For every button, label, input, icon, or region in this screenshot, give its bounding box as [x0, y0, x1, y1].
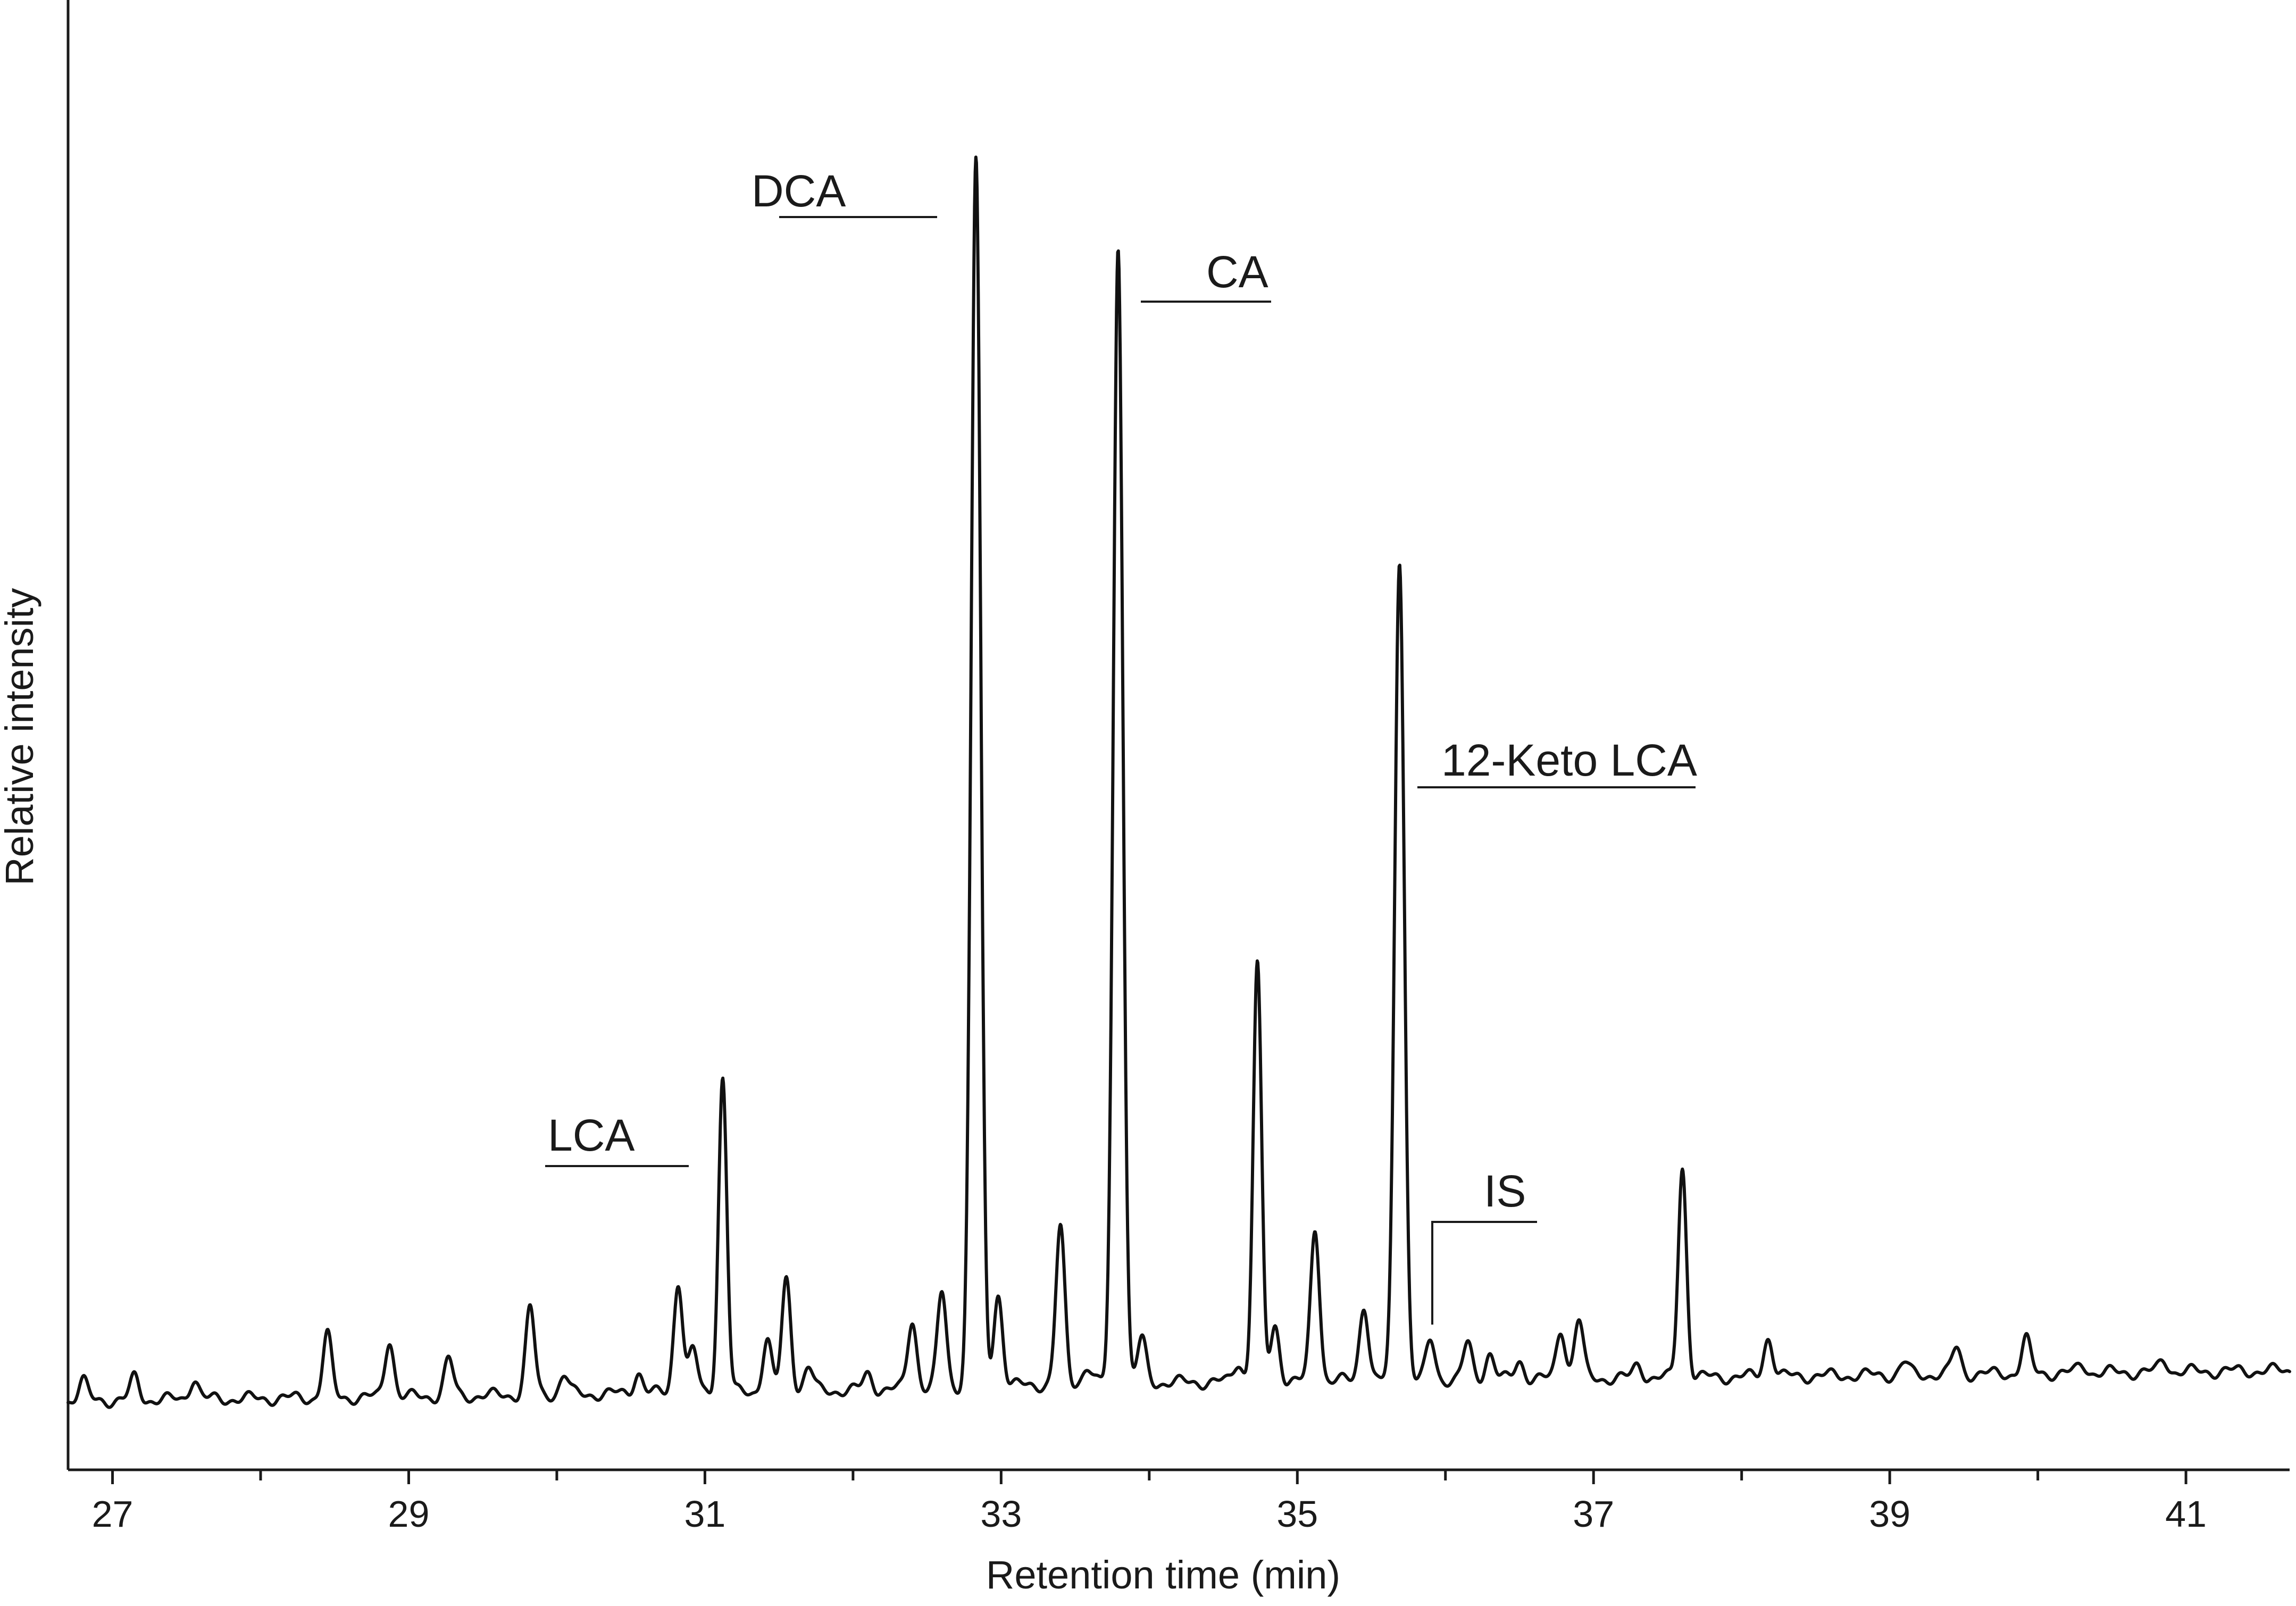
peak-leader-lines	[545, 216, 1696, 1325]
label-lca: LCA	[548, 1110, 634, 1160]
x-tick-labels: 27 29 31 33 35 37 39 41	[92, 1493, 2207, 1535]
y-axis-title: Relative intensity	[0, 588, 41, 885]
label-ca: CA	[1206, 247, 1268, 297]
x-ticks	[111, 1470, 2188, 1484]
x-tick-label: 31	[684, 1493, 725, 1535]
x-tick-label: 41	[2165, 1493, 2207, 1535]
chromatogram-trace	[66, 155, 2291, 1409]
x-tick-label: 27	[92, 1493, 133, 1535]
x-tick-label: 39	[1869, 1493, 1910, 1535]
x-axis-title: Retention time (min)	[986, 1553, 1340, 1597]
label-dca: DCA	[752, 166, 846, 216]
x-tick-label: 35	[1276, 1493, 1318, 1535]
label-12-keto-lca: 12-Keto LCA	[1441, 735, 1697, 785]
x-tick-label: 29	[388, 1493, 430, 1535]
label-is: IS	[1484, 1166, 1526, 1216]
x-tick-label: 33	[980, 1493, 1022, 1535]
leader-is	[1431, 1221, 1537, 1325]
x-tick-label: 37	[1573, 1493, 1614, 1535]
